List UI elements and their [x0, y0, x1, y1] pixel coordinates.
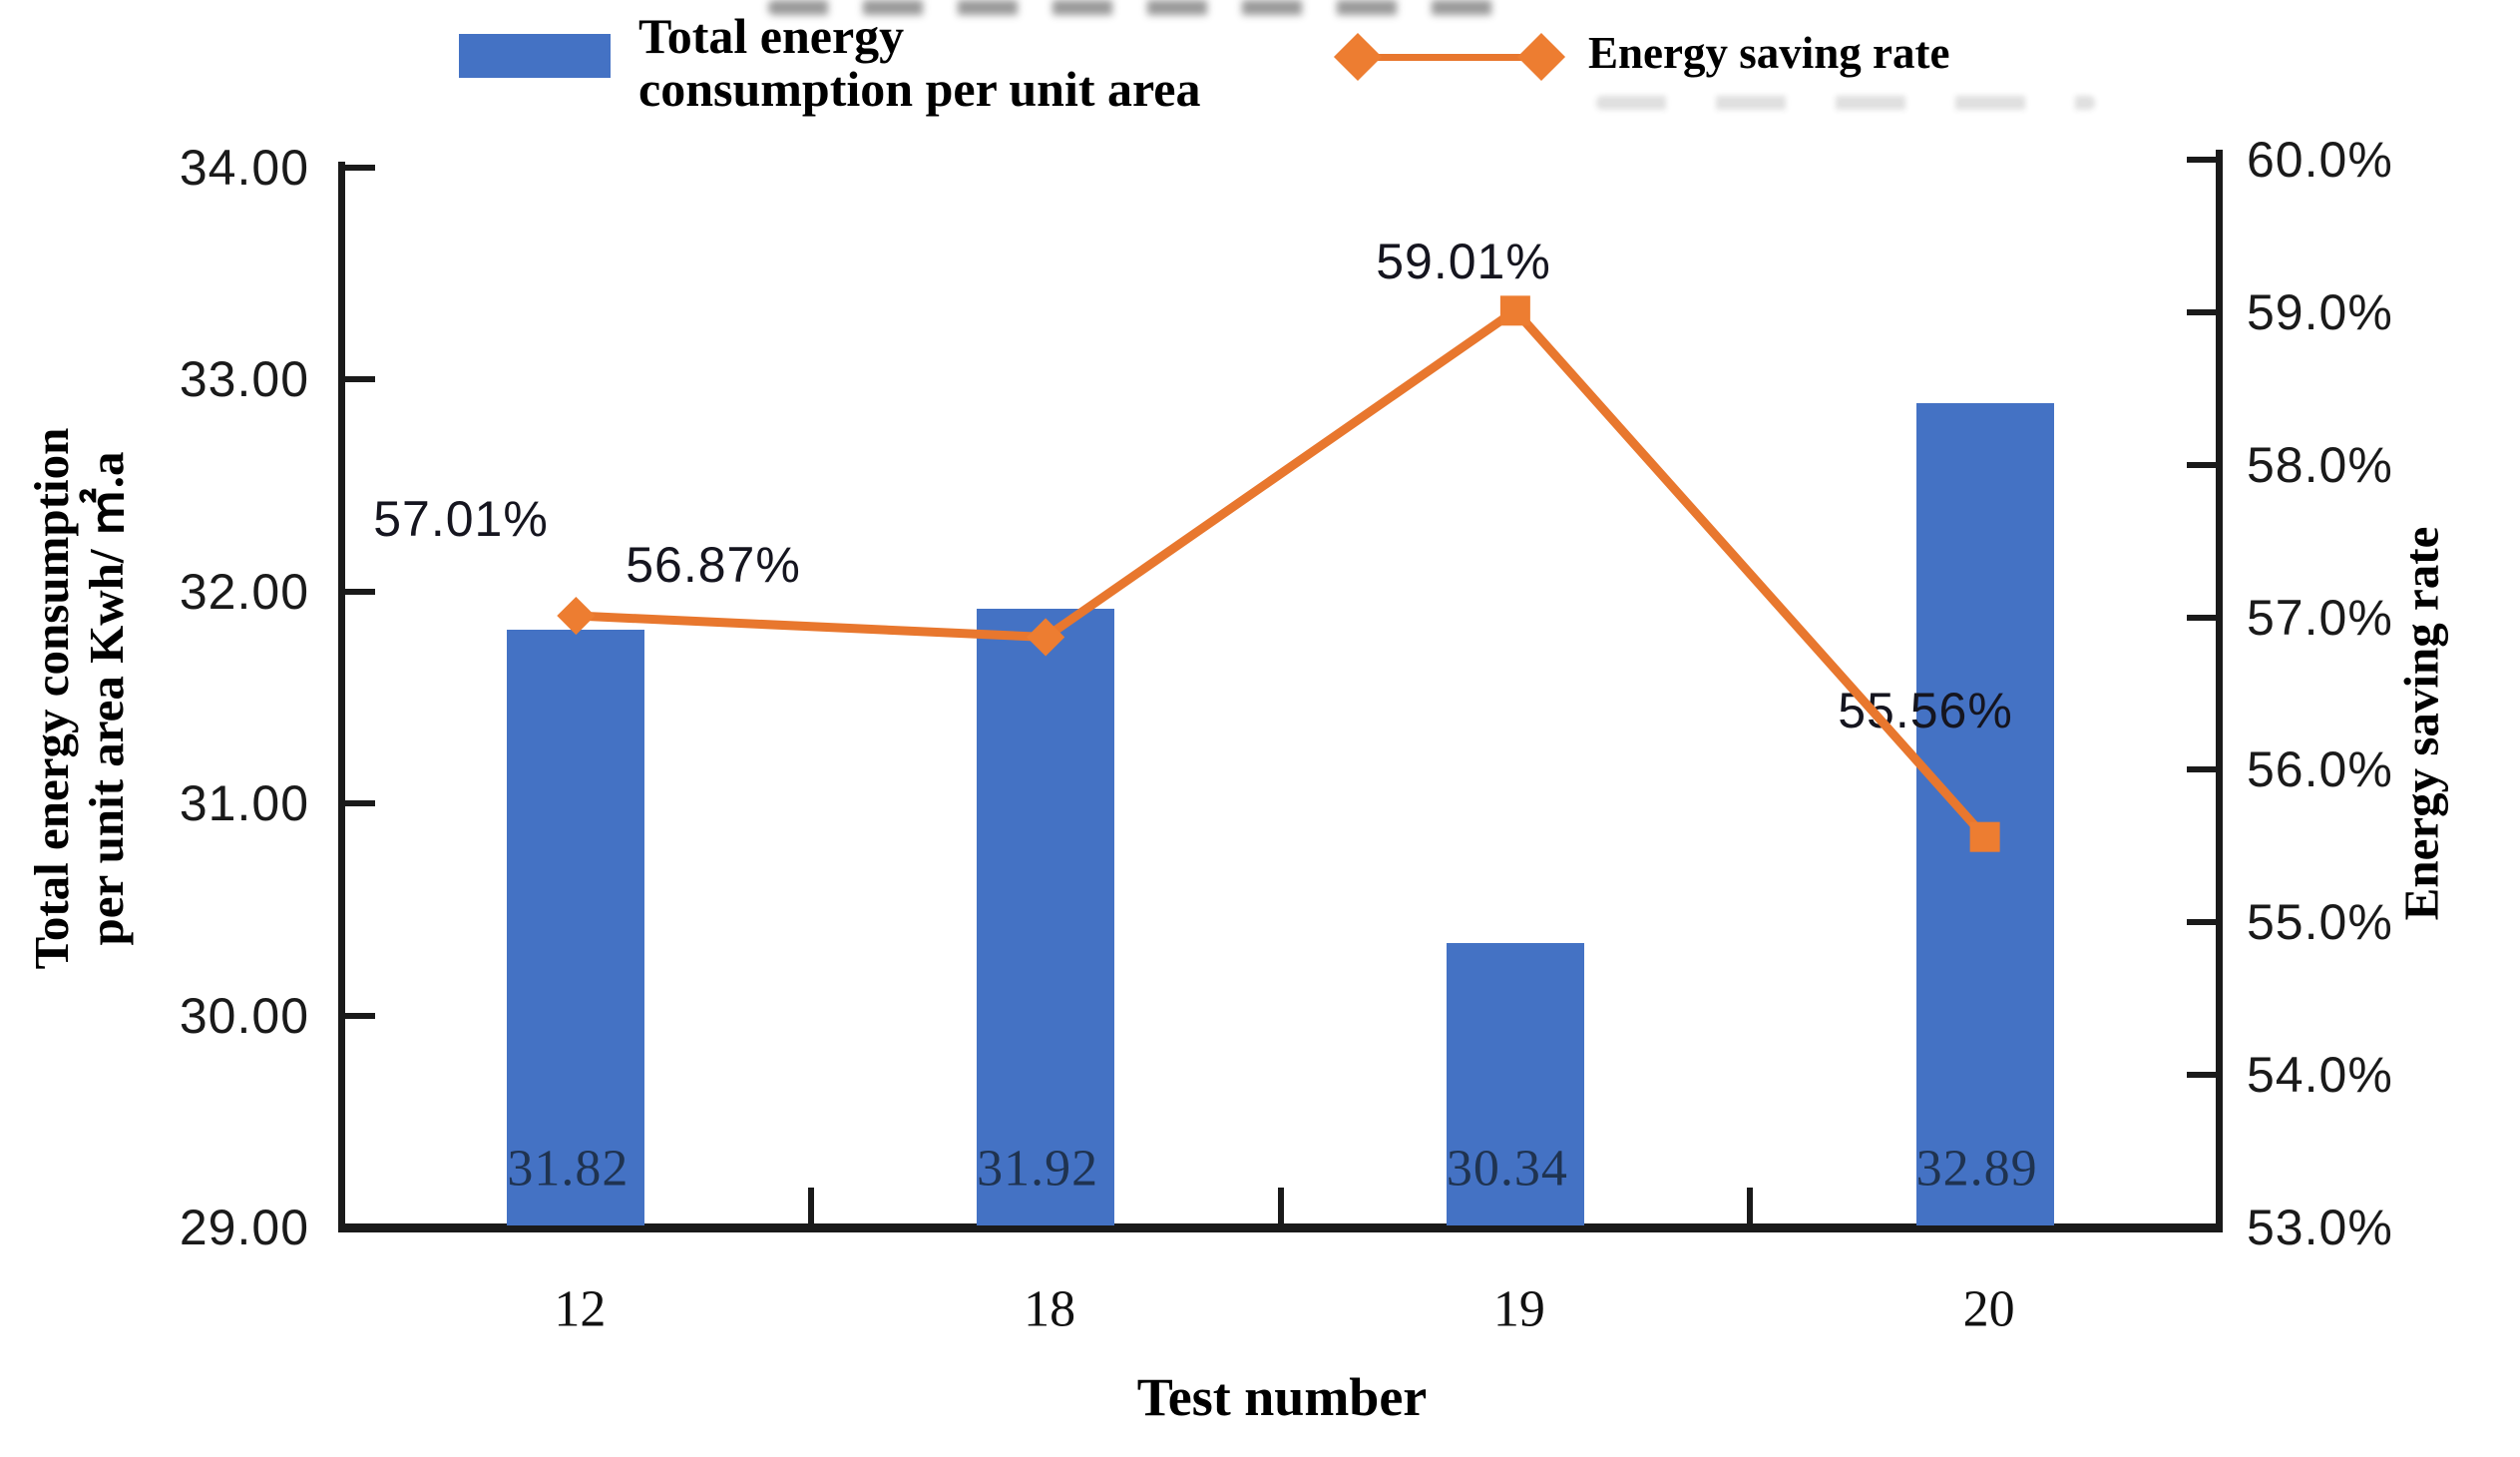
right-axis-tick — [2187, 919, 2221, 926]
right-axis-tick-label: 55.0% — [2247, 894, 2393, 951]
right-axis-tick-label: 56.0% — [2247, 741, 2393, 798]
square-marker — [1969, 821, 2000, 852]
line-path — [576, 304, 1988, 840]
right-axis-tick — [2187, 157, 2221, 163]
x-axis-line — [338, 1223, 2223, 1232]
line-value-label: 57.01% — [373, 491, 549, 547]
right-axis-tick-label: 54.0% — [2247, 1047, 2393, 1104]
bar-value-label: 30.34 — [1446, 1140, 1568, 1198]
right-axis-tick-label: 53.0% — [2247, 1200, 2393, 1255]
line-value-label: 56.87% — [626, 537, 801, 593]
legend-bar-swatch — [459, 34, 611, 78]
x-axis-title: Test number — [1136, 1367, 1428, 1427]
square-marker — [1499, 295, 1530, 326]
right-axis-line — [2216, 150, 2223, 1231]
right-axis-tick — [2187, 766, 2221, 773]
x-axis-category-label: 18 — [1024, 1280, 1076, 1338]
bar-value-label: 31.82 — [507, 1140, 630, 1198]
x-axis-tick — [1747, 1188, 1754, 1225]
bar-value-label: 32.89 — [1915, 1140, 2038, 1198]
right-axis-tick — [2187, 614, 2221, 621]
bar — [1446, 943, 1584, 1225]
right-axis-tick-label: 60.0% — [2247, 132, 2393, 188]
right-axis-tick-label: 57.0% — [2247, 589, 2393, 646]
left-axis-tick — [341, 165, 375, 171]
right-axis-tick-label: 58.0% — [2247, 436, 2393, 493]
legend-bar-label: Total energy consumption per unit area — [638, 10, 1201, 115]
x-axis-tick — [807, 1188, 814, 1225]
right-axis-tick — [2187, 308, 2221, 315]
diamond-marker — [557, 596, 596, 636]
left-axis-tick-label: 32.00 — [179, 563, 309, 620]
legend-line-label: Energy saving rate — [1588, 28, 1950, 78]
left-axis-tick — [341, 1012, 375, 1019]
left-axis-tick — [341, 800, 375, 807]
x-axis-tick — [1277, 1188, 1284, 1225]
bar — [507, 630, 645, 1225]
bar — [1915, 402, 2054, 1225]
right-axis-tick — [2187, 1072, 2221, 1079]
legend-bar-label-line2: consumption per unit area — [638, 60, 1201, 117]
right-axis-tick-label: 59.0% — [2247, 283, 2393, 340]
x-axis-category-label: 19 — [1492, 1280, 1545, 1338]
left-axis-line — [338, 162, 345, 1231]
bar — [977, 608, 1115, 1225]
left-axis-tick-label: 33.00 — [179, 351, 309, 408]
line-value-label: 59.01% — [1376, 234, 1551, 289]
x-axis-category-label: 20 — [1962, 1280, 2015, 1338]
left-axis-tick-label: 29.00 — [179, 1200, 309, 1255]
right-axis-tick — [2187, 461, 2221, 468]
legend-bar-label-line1: Total energy — [638, 8, 905, 64]
x-axis-category-label: 12 — [554, 1280, 607, 1338]
left-axis-tick — [341, 588, 375, 595]
left-axis-tick-label: 34.00 — [179, 140, 309, 196]
left-axis-tick-label: 31.00 — [179, 775, 309, 832]
left-axis-tick — [341, 376, 375, 383]
bar-value-label: 31.92 — [977, 1140, 1099, 1198]
diamond-marker — [1027, 618, 1065, 657]
left-axis-tick-label: 30.00 — [179, 987, 309, 1044]
legend-line-sample — [1349, 54, 1548, 61]
